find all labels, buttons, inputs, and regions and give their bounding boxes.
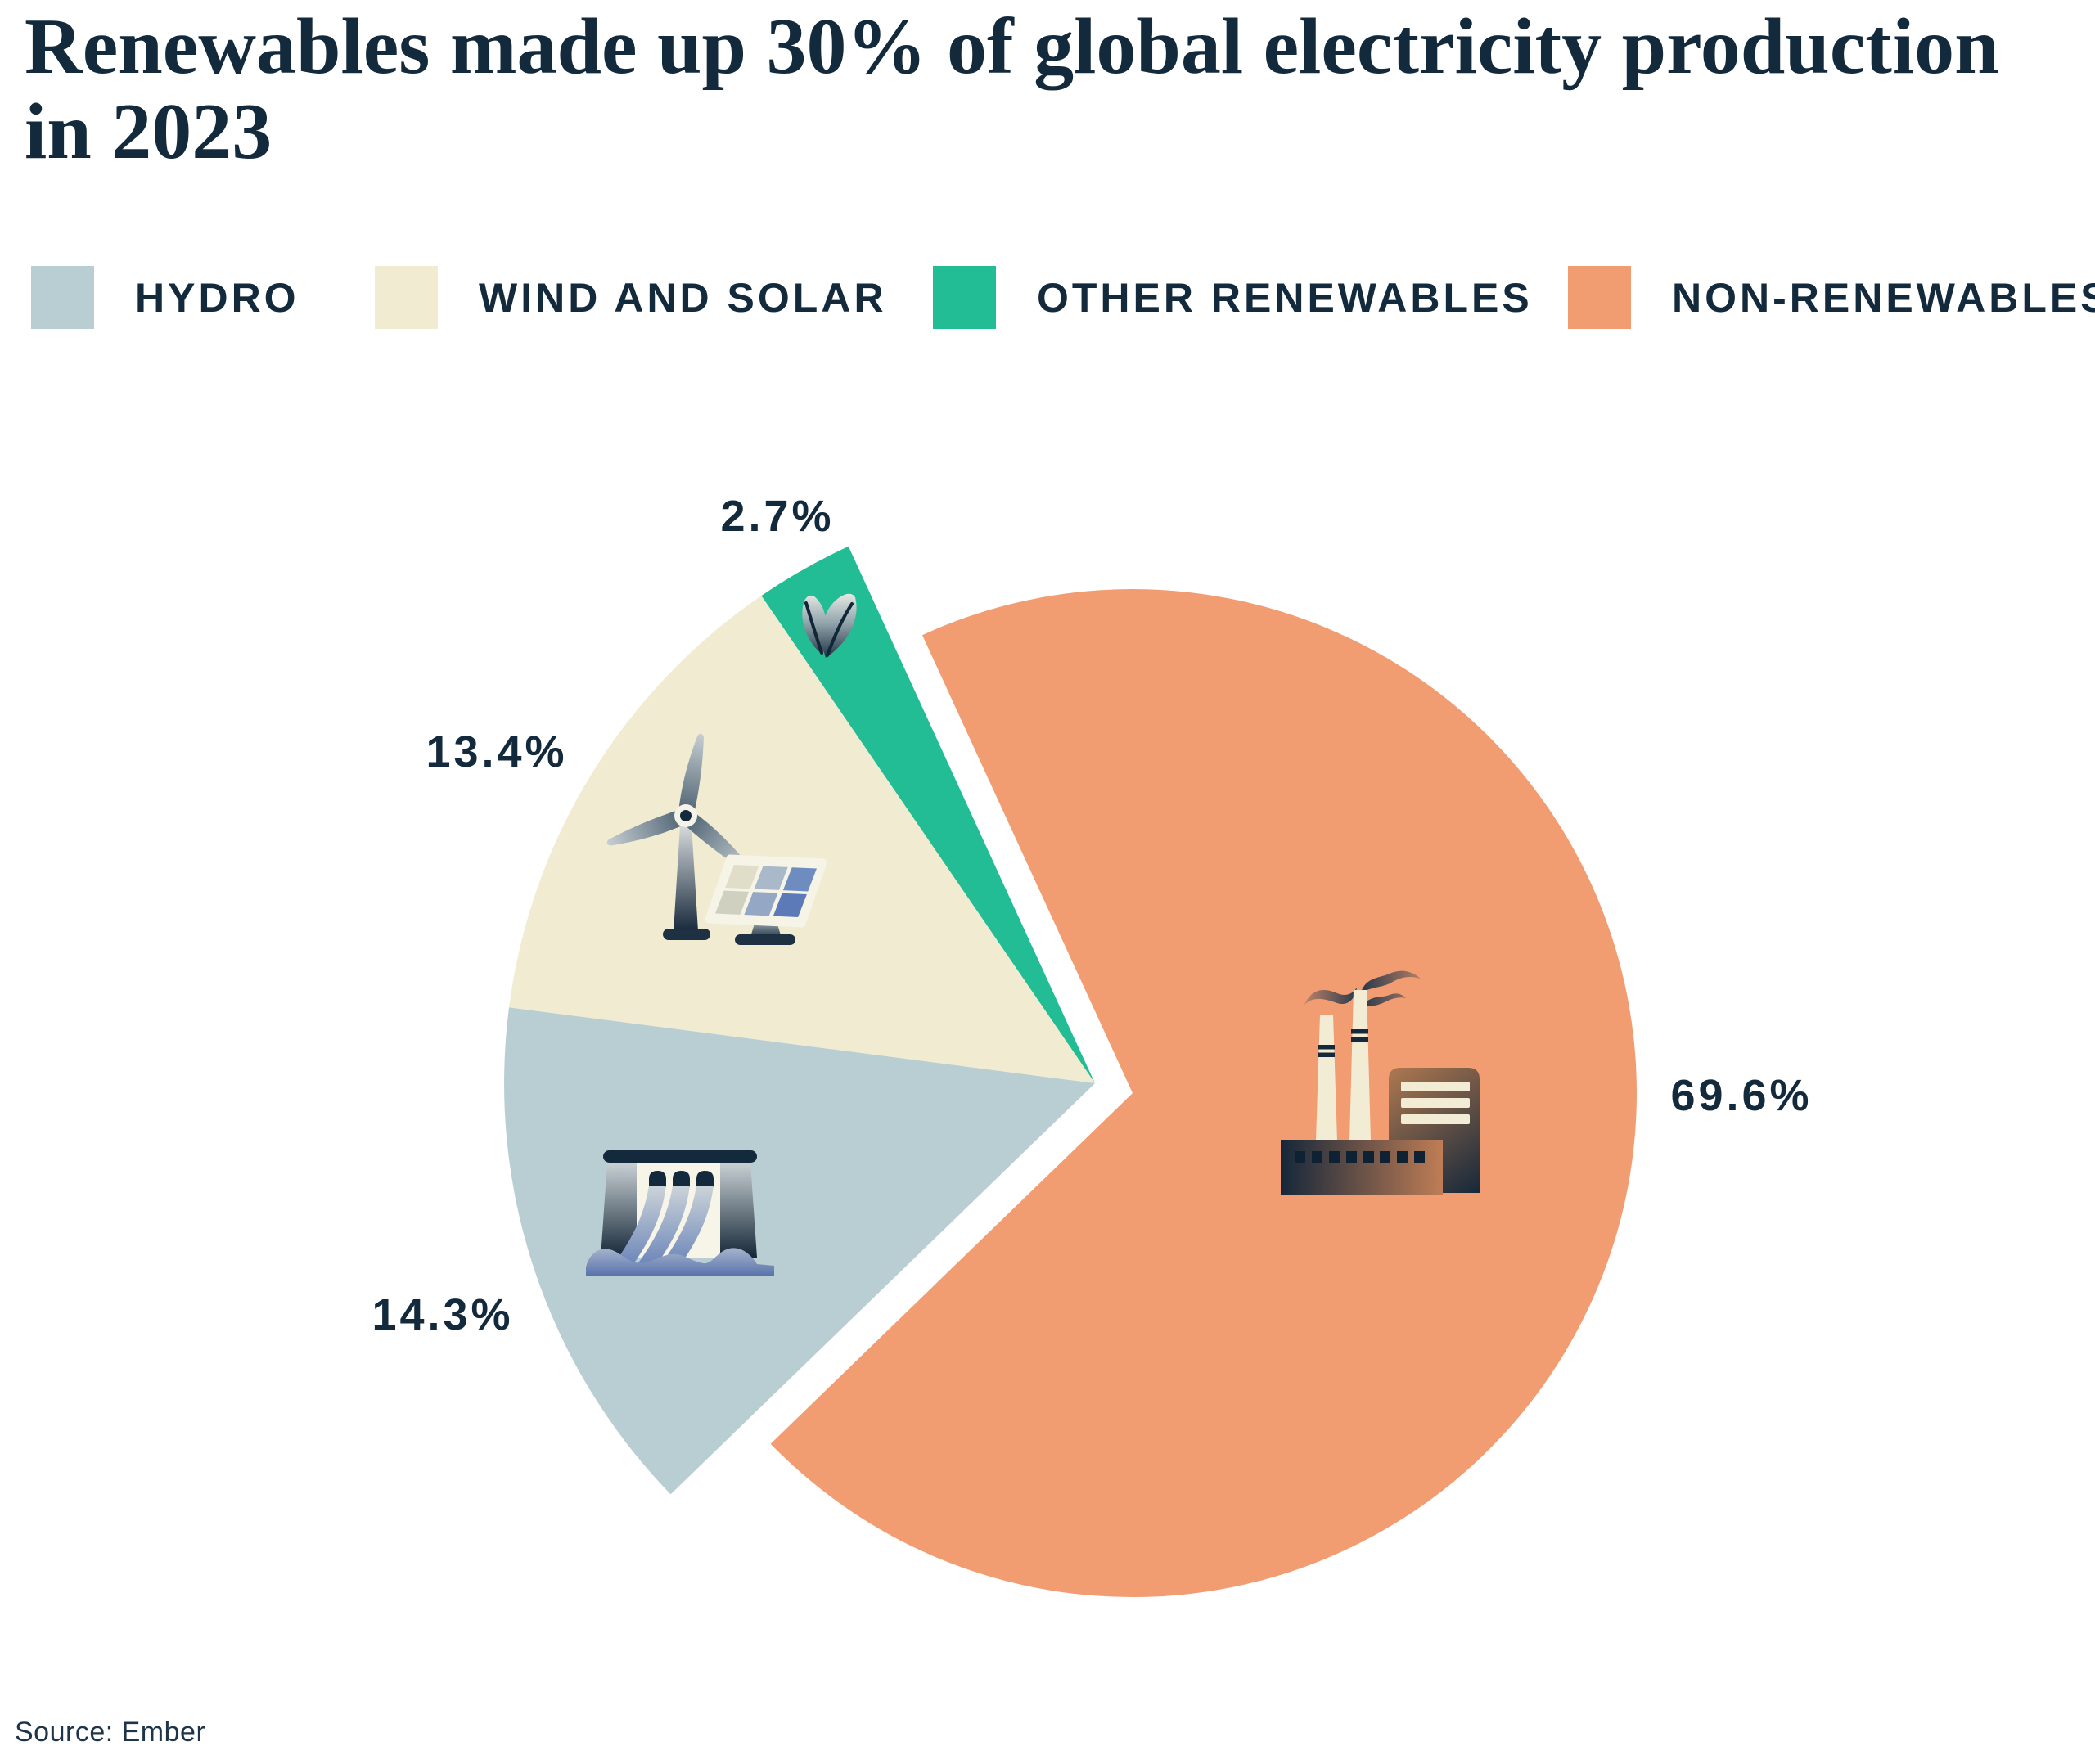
smoke-icon [1363,993,1406,1006]
hydro-dam-icon [586,1150,774,1276]
legend-label-hydro: HYDRO [135,274,300,321]
leaf-icon [802,593,857,658]
pie-slice-other_renewables [761,546,1095,1083]
pie-value-label-wind-and-solar: 13.4% [426,727,568,776]
legend-label-other-renewables: OTHER RENEWABLES [1037,274,1533,321]
legend-label-wind-and-solar: WIND AND SOLAR [479,274,887,321]
legend-swatch-hydro [31,266,94,329]
pie-value-label-non-renewables: 69.6% [1670,1071,1813,1120]
legend-item-wind-and-solar: WIND AND SOLAR [375,266,887,329]
wind-turbine-and-solar-panel-icon [606,733,827,945]
page-title: Renewables made up 30% of global electri… [25,2,1999,176]
pie-value-label-other-renewables: 2.7% [720,492,835,541]
legend-item-other-renewables: OTHER RENEWABLES [933,266,1533,329]
legend-item-hydro: HYDRO [31,266,300,329]
source-note: Source: Ember [15,1717,206,1748]
smoke-icon [1360,970,1421,995]
factory-icon [1281,970,1480,1195]
legend-swatch-wind-and-solar [375,266,438,329]
solar-panel [705,854,827,945]
pie-slice-hydro [504,1007,1095,1495]
smoke-icon [1304,988,1357,1005]
legend-swatch-other-renewables [933,266,996,329]
pie-value-label-hydro: 14.3% [372,1290,514,1339]
pie-slice-non_renewables [770,589,1637,1598]
pie-slice-wind_and_solar [509,596,1095,1083]
legend-swatch-non-renewables [1568,266,1631,329]
legend-label-non-renewables: NON-RENEWABLES [1672,274,2095,321]
legend: HYDRO WIND AND SOLAR OTHER RENEWABLES NO… [0,266,2095,329]
legend-item-non-renewables: NON-RENEWABLES [1568,266,2095,329]
